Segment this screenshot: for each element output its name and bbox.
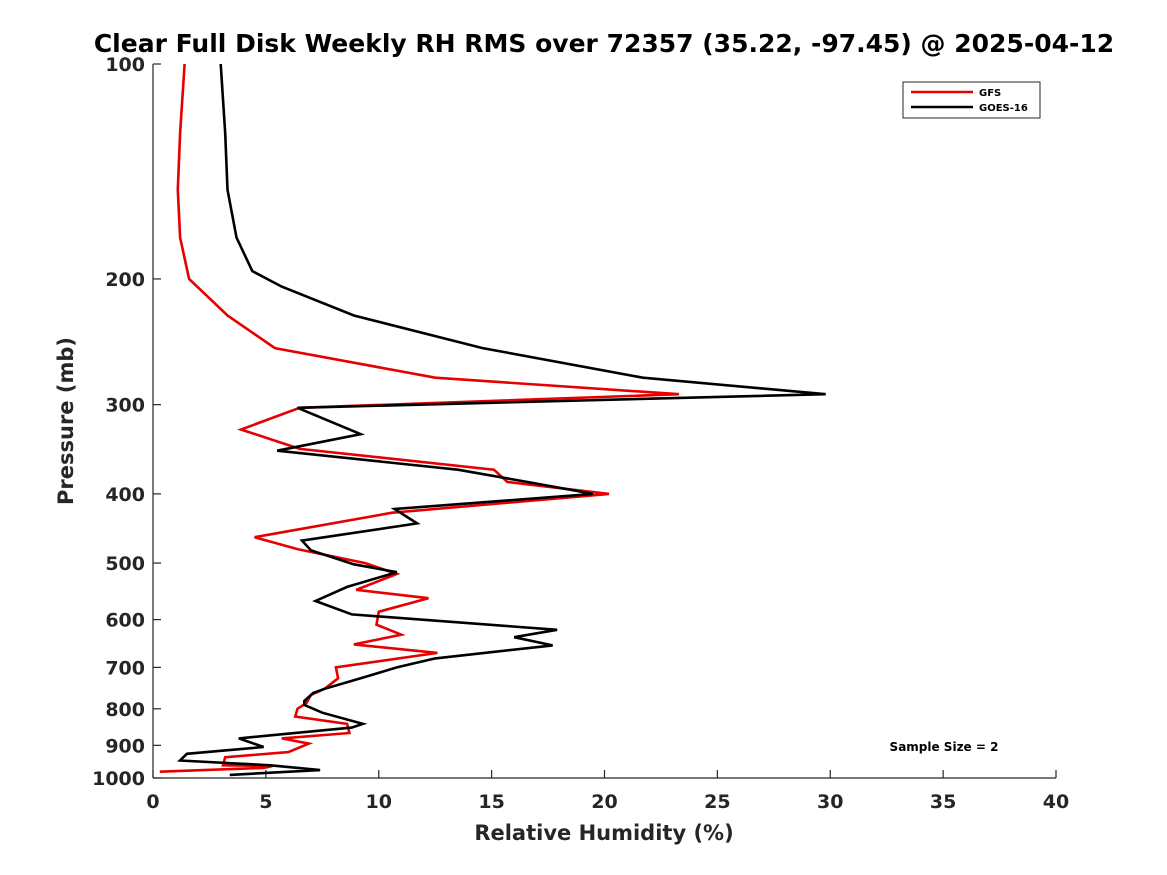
legend-box bbox=[902, 81, 1041, 119]
y-tick-label: 600 bbox=[105, 610, 145, 632]
y-tick-label: 200 bbox=[105, 269, 145, 291]
legend: GFS GOES-16 bbox=[902, 81, 1041, 119]
x-tick-label: 40 bbox=[1043, 791, 1069, 813]
series-line-gfs bbox=[159, 63, 680, 773]
x-tick-label: 25 bbox=[704, 791, 730, 813]
y-tick-label: 900 bbox=[105, 735, 145, 757]
y-tick-label: 100 bbox=[105, 54, 145, 76]
x-tick-label: 15 bbox=[478, 791, 504, 813]
x-axis-label: Relative Humidity (%) bbox=[474, 821, 733, 845]
sample-size-annotation: Sample Size = 2 bbox=[890, 740, 999, 754]
y-tick-label: 500 bbox=[105, 553, 145, 575]
y-tick-label: 1000 bbox=[92, 768, 145, 790]
y-tick-label: 300 bbox=[105, 395, 145, 417]
x-tick-label: 30 bbox=[817, 791, 843, 813]
legend-label-goes-16: GOES-16 bbox=[979, 103, 1028, 114]
x-tick-label: 0 bbox=[146, 791, 159, 813]
y-tick-label: 800 bbox=[105, 699, 145, 721]
y-axis-label: Pressure (mb) bbox=[54, 337, 78, 505]
series-line-goes-16 bbox=[177, 63, 826, 777]
x-tick-label: 10 bbox=[366, 791, 392, 813]
x-tick-label: 35 bbox=[930, 791, 956, 813]
legend-label-gfs: GFS bbox=[979, 88, 1001, 99]
y-tick-label: 700 bbox=[105, 657, 145, 679]
x-tick-label: 20 bbox=[591, 791, 617, 813]
x-tick-label: 5 bbox=[259, 791, 272, 813]
chart-title: Clear Full Disk Weekly RH RMS over 72357… bbox=[94, 29, 1114, 58]
plot-area: 0 5 10 15 20 25 30 35 40 100 200 300 400 500 600 700 800… bbox=[92, 54, 1069, 813]
y-tick-label: 400 bbox=[105, 484, 145, 506]
